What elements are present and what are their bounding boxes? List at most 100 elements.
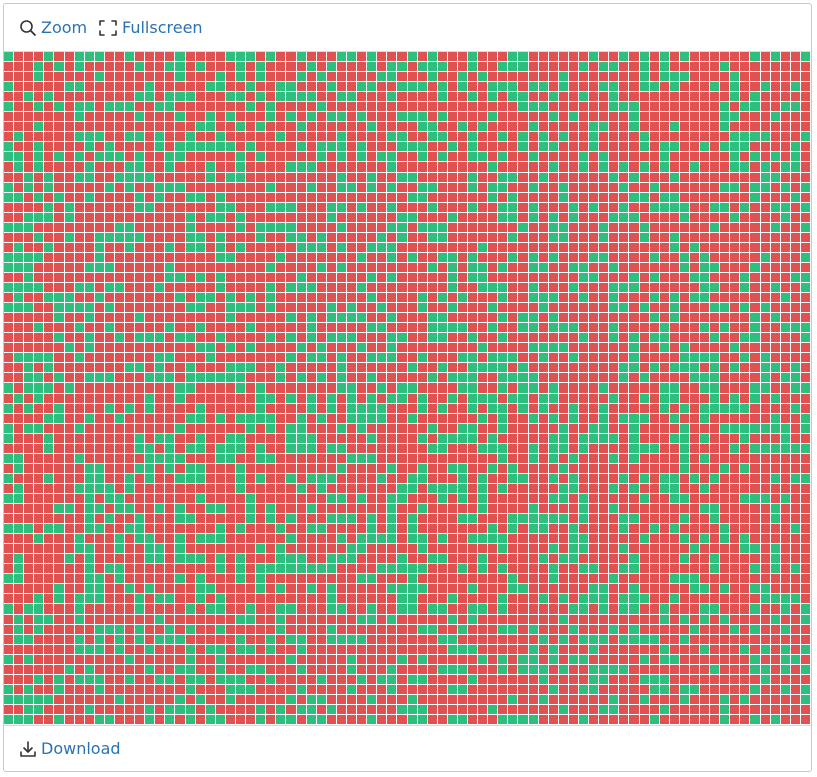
grid-cell-off [640,404,649,413]
grid-cell-off [660,293,669,302]
grid-cell-on [297,162,306,172]
grid-cell-on [125,132,134,141]
grid-cell-on [186,223,195,232]
grid-cell-off [397,243,407,252]
grid-cell-on [4,604,13,614]
grid-cell-off [135,645,144,654]
grid-cell-on [438,554,447,563]
grid-cell-off [438,203,447,212]
grid-cell-off [660,424,669,433]
grid-cell-on [458,434,467,443]
grid-cell-on [186,474,195,483]
grid-cell-off [438,373,447,382]
grid-cell-off [14,62,23,71]
grid-cell-off [286,293,296,302]
fullscreen-button[interactable]: Fullscreen [98,17,203,39]
grid-cell-off [740,122,749,131]
grid-cell-off [206,283,215,292]
grid-cell-on [44,243,53,252]
grid-cell-off [196,424,205,433]
grid-cell-off [206,625,215,634]
grid-cell-on [448,665,457,674]
grid-cell-off [448,514,457,523]
grid-cell-on [34,142,43,151]
grid-cell-off [54,544,64,553]
grid-cell-off [609,132,618,141]
grid-cell-off [408,645,417,654]
grid-cell-on [44,183,53,192]
grid-cell-on [337,373,346,382]
grid-cell-off [539,213,548,222]
grid-cell-on [4,303,13,312]
grid-cell-off [559,253,568,262]
grid-cell-off [246,173,255,182]
grid-cell-off [619,152,628,161]
grid-cell-off [559,142,568,151]
grid-cell-off [297,102,306,111]
grid-cell-off [347,173,356,182]
grid-cell-off [226,273,235,282]
grid-cell-on [750,193,760,202]
grid-cell-off [438,544,447,553]
grid-cell-on [4,82,13,91]
grid-cell-on [539,142,548,151]
grid-cell-off [226,213,235,222]
grid-cell-off [539,283,548,292]
grid-cell-on [599,82,608,91]
grid-cell-off [750,454,760,463]
grid-cell-on [135,62,144,71]
grid-cell-on [266,183,275,192]
grid-cell-on [670,122,679,131]
grid-cell-off [771,92,780,101]
grid-cell-on [54,333,64,342]
grid-cell-off [438,183,447,192]
grid-cell-on [186,655,195,664]
grid-cell-off [629,615,639,624]
grid-cell-off [518,353,528,362]
grid-cell-on [569,625,578,634]
grid-cell-off [629,142,639,151]
grid-cell-off [488,132,497,141]
grid-cell-on [377,323,386,332]
grid-cell-off [569,92,578,101]
grid-cell-on [246,102,255,111]
grid-cell-on [54,414,64,423]
grid-cell-off [418,333,427,342]
grid-cell-off [418,92,427,101]
grid-cell-off [357,434,366,443]
grid-cell-on [216,142,225,151]
grid-cell-on [670,313,679,322]
grid-cell-on [549,514,558,523]
grid-cell-on [529,504,538,513]
grid-cell-off [196,52,205,61]
grid-cell-off [125,72,134,81]
grid-cell-on [54,303,64,312]
grid-cell-off [115,263,124,272]
grid-cell-on [397,333,407,342]
grid-cell-on [226,52,235,61]
grid-cell-off [317,333,326,342]
grid-cell-off [660,353,669,362]
grid-cell-off [730,353,739,362]
grid-cell-off [75,665,84,674]
grid-cell-off [801,92,810,101]
grid-cell-off [478,594,487,603]
grid-cell-off [549,594,558,603]
grid-cell-on [720,524,729,533]
grid-cell-off [357,233,366,242]
grid-cell-off [377,313,386,322]
grid-cell-off [458,454,467,463]
grid-cell-off [65,132,74,141]
grid-cell-off [236,514,245,523]
grid-cell-on [771,615,780,624]
grid-cell-off [165,383,174,393]
zoom-button[interactable]: Zoom [19,17,87,39]
grid-cell-on [206,604,215,614]
grid-cell-off [95,173,104,182]
grid-cell-on [165,625,174,634]
grid-cell-on [529,283,538,292]
grid-cell-off [650,584,659,593]
grid-cell-off [690,122,699,131]
grid-cell-on [206,173,215,182]
grid-cell-off [286,303,296,312]
